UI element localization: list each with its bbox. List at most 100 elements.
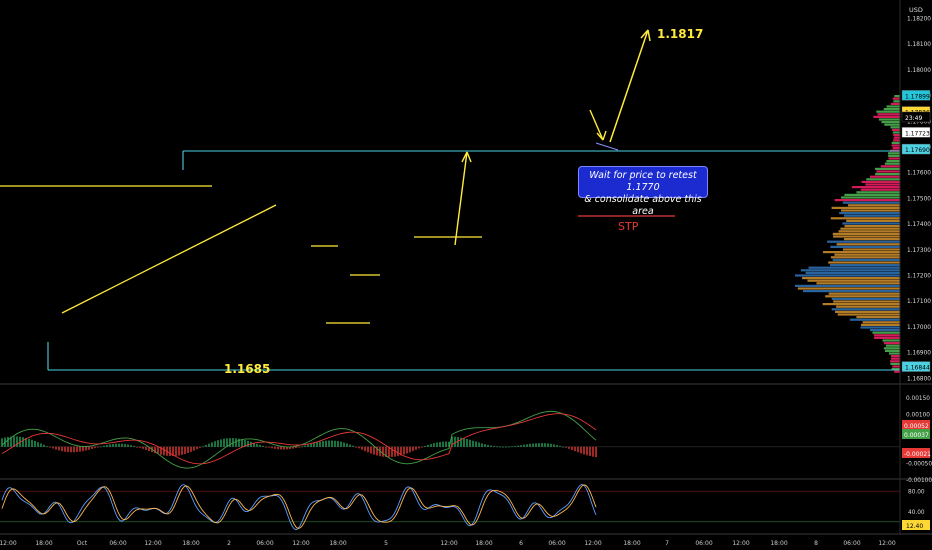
volume-bar (886, 160, 900, 163)
volume-bar (861, 180, 900, 183)
macd-histogram-bar (496, 446, 498, 448)
macd-histogram-bar (391, 446, 393, 458)
macd-histogram-bar (97, 446, 99, 448)
retest-arrowhead-a (596, 132, 604, 141)
macd-histogram-bar (241, 439, 243, 447)
macd-histogram-bar (256, 443, 258, 447)
time-tick-label: 5 (384, 540, 388, 547)
macd-histogram-bar (112, 443, 114, 447)
macd-histogram-bar (184, 446, 186, 455)
volume-bar (828, 292, 900, 295)
volume-bar (894, 370, 900, 373)
currency-label: USD (909, 6, 923, 14)
price-tick-label: 1.16800 (907, 376, 931, 382)
volume-bar (884, 349, 900, 352)
macd-histogram-bar (160, 446, 162, 455)
macd-histogram-bar (370, 446, 372, 454)
trend-line (61, 204, 277, 314)
macd-histogram-bar (169, 446, 171, 457)
macd-histogram-bar (322, 441, 324, 447)
macd-histogram-bar (382, 446, 384, 457)
macd-histogram-bar (298, 446, 300, 448)
macd-value-tag (902, 420, 930, 430)
macd-histogram-bar (331, 440, 333, 447)
callout-line-2: & consolidate above this area (584, 194, 702, 217)
volume-bar (886, 105, 900, 108)
macd-histogram-bar (124, 444, 126, 447)
macd-histogram-bar (310, 443, 312, 447)
volume-bar (825, 295, 900, 298)
macd-histogram-bar (49, 446, 51, 448)
volume-bar (836, 243, 900, 246)
macd-histogram-bar (52, 446, 54, 449)
price-tag-text: 1.17690 (905, 147, 930, 154)
macd-histogram-bar (466, 438, 468, 447)
macd-histogram-bar (157, 446, 159, 455)
volume-bar (880, 165, 900, 168)
macd-histogram-bar (454, 436, 456, 447)
macd-histogram-bar (133, 445, 135, 447)
time-tick-label: 7 (665, 540, 669, 547)
volume-bar (831, 206, 900, 209)
volume-bar (843, 248, 900, 251)
callout-line-1: Wait for price to retest 1.1770 (589, 170, 697, 193)
volume-bar (833, 300, 900, 303)
macd-histogram-bar (577, 446, 579, 453)
macd-histogram-bar (295, 446, 297, 448)
time-tick-label: 8 (814, 540, 818, 547)
macd-histogram-bar (364, 446, 366, 452)
time-tick-label: 06:00 (843, 540, 860, 547)
macd-histogram-bar (139, 446, 141, 448)
price-tick-label: 1.17200 (907, 274, 931, 280)
macd-tick-label: 0.00100 (906, 412, 930, 418)
volume-bar (827, 240, 900, 243)
macd-histogram-bar (493, 445, 495, 447)
macd-histogram-bar (352, 445, 354, 447)
volume-bar (866, 178, 900, 181)
macd-histogram-bar (433, 443, 435, 447)
arrowhead-1b (466, 151, 472, 163)
macd-histogram-bar (520, 445, 522, 447)
volume-bar (830, 217, 900, 220)
volume-bar (892, 131, 900, 134)
volume-profile (794, 95, 900, 373)
macd-histogram-bar (127, 444, 129, 447)
volume-bar (875, 167, 900, 170)
macd-histogram-bar (85, 446, 87, 451)
macd-histogram-bar (445, 441, 447, 447)
macd-histogram-bar (376, 446, 378, 456)
macd-histogram-bar (535, 443, 537, 447)
macd-histogram-bar (67, 446, 69, 453)
macd-histogram-bar (394, 446, 396, 457)
macd-histogram-bar (76, 446, 78, 453)
macd-histogram-bar (55, 446, 57, 450)
macd-histogram-bar (448, 441, 450, 447)
volume-bar (892, 147, 900, 150)
volume-bar (872, 331, 900, 334)
macd-histogram-bar (172, 446, 174, 457)
macd-histogram-bar (319, 441, 321, 447)
macd-histogram-bar (40, 443, 42, 447)
price-tick-label: 1.17500 (907, 196, 931, 202)
volume-bar (883, 347, 900, 350)
macd-histogram-bar (265, 446, 267, 448)
macd-histogram-bar (79, 446, 81, 452)
macd-histogram-bar (502, 446, 504, 448)
volume-bar (888, 352, 900, 355)
price-label-tag: 1.17899 (901, 90, 931, 101)
macd-histogram-bar (130, 445, 132, 447)
macd-histogram-bar (340, 441, 342, 447)
macd-histogram-bar (274, 446, 276, 449)
volume-bar (893, 136, 900, 139)
time-tick-label: 12:00 (0, 540, 17, 547)
macd-histogram-bar (418, 446, 420, 449)
macd-histogram-bar (409, 446, 411, 453)
macd-histogram-bar (268, 446, 270, 448)
macd-value-text: -0.00021 (904, 451, 931, 458)
macd-histogram-bar (508, 446, 510, 448)
stoch-pane (0, 483, 900, 531)
price-tick-label: 1.17300 (907, 248, 931, 254)
macd-histogram-bar (16, 436, 18, 447)
macd-histogram-bar (205, 444, 207, 447)
